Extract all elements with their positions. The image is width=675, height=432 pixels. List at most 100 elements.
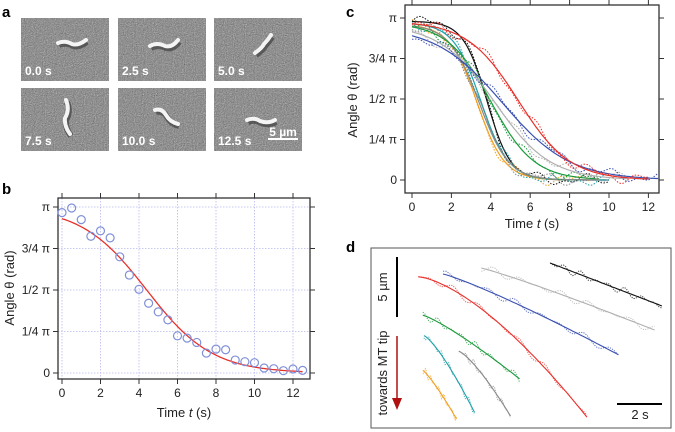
data-point [67, 203, 77, 213]
data-trace-cyan [411, 22, 610, 186]
frame-time-label: 7.5 s [25, 134, 52, 148]
panel-b-chart: 0 2 4 6 8 10 12 0 1/4 π 1/2 π 3/4 π π Angle θ (rad)… [2, 193, 315, 420]
data-point [211, 344, 221, 354]
microtubule [62, 98, 72, 136]
frame-time-label: 0.0 s [25, 64, 52, 78]
trace-fit-gray [458, 350, 511, 417]
trace-fit-lightgray [481, 267, 655, 331]
panel-d-kymograph-traces: 5 µm towards MT tip 2 s [370, 247, 672, 429]
image-frame: 0.0 s [21, 18, 109, 81]
time-scale-label: 2 s [631, 407, 649, 422]
data-point [182, 333, 192, 343]
plot-frame [404, 4, 660, 194]
y-tick-label: π [389, 11, 397, 25]
data-trace-lightgray [411, 30, 629, 182]
x-tick-label: 12 [286, 386, 300, 400]
grid [58, 198, 310, 379]
ticks: 0 2 4 6 8 10 12 0 1/4 π 1/2 π 3/4 π π [22, 193, 315, 400]
y-tick-label: 1/2 π [369, 92, 397, 106]
x-tick-label: 8 [213, 386, 220, 400]
image-frame: 10.0 s [118, 88, 206, 151]
x-axis-title: Time t (s) [505, 216, 559, 231]
panel-label-b: b [2, 181, 11, 198]
panel-label-c: c [346, 4, 354, 21]
frame-time-label: 2.5 s [122, 64, 149, 78]
x-tick-label: 6 [527, 200, 534, 214]
fit-line-blue [411, 35, 659, 180]
data-point [221, 345, 231, 355]
data-point [76, 215, 86, 225]
x-tick-label: 0 [409, 200, 416, 214]
x-tick-label: 0 [59, 386, 66, 400]
y-tick-label: 3/4 π [22, 242, 50, 256]
x-axis-title-var: t [189, 405, 194, 420]
y-tick-label: π [42, 200, 50, 214]
data-point [172, 331, 183, 341]
y-axis-title: Angle θ (rad) [2, 250, 17, 325]
data-trace-blue [411, 38, 659, 182]
data-point [288, 364, 298, 374]
panel-c-chart: 0 2 4 6 8 10 12 0 1/4 π 1/2 π 3/4 π π Angle θ (rad)… [345, 0, 664, 231]
trace-fit-black [549, 262, 663, 307]
x-axis-title: Time t (s) [157, 405, 211, 420]
data-point [278, 366, 288, 376]
y-tick-label: 3/4 π [369, 52, 397, 66]
data-point [115, 252, 125, 262]
panel-a-frames: 0.0 s 2.5 s 5.0 s 7.5 s 10.0 s 12.5 s 5 µm [21, 18, 302, 151]
trace-fit-cyan [423, 335, 475, 413]
data-point [86, 231, 96, 241]
image-frame: 5.0 s [214, 18, 302, 81]
x-axis-title-post: (s) [540, 216, 559, 231]
trace-data-orange [422, 367, 457, 421]
x-tick-label: 2 [448, 200, 455, 214]
trace-data-black [549, 262, 663, 309]
y-tick-label: 1/2 π [22, 283, 50, 297]
panel-label-a: a [2, 4, 11, 21]
y-tick-label: 0 [390, 173, 397, 187]
direction-label: towards MT tip [375, 330, 390, 415]
x-tick-label: 2 [97, 386, 104, 400]
frame-noise [118, 88, 206, 151]
data-point [134, 284, 144, 294]
data-point [259, 363, 269, 373]
direction-arrow-icon [392, 336, 402, 410]
microtubule [56, 38, 88, 47]
data-point [57, 208, 67, 218]
trace-data-blue [442, 270, 619, 356]
microtubule [253, 33, 273, 55]
frame-time-label: 5.0 s [218, 64, 245, 78]
data-point [105, 233, 115, 243]
data-point [163, 315, 173, 325]
y-tick-label: 0 [43, 366, 50, 380]
x-tick-label: 10 [602, 200, 616, 214]
data-trace-black [411, 15, 610, 186]
plot-frame [57, 197, 311, 380]
trace-data-cyan [423, 336, 475, 414]
image-frame: 12.5 s [214, 88, 302, 151]
data-trace-gray [411, 23, 600, 186]
trace-fit-red [418, 276, 588, 418]
x-tick-label: 6 [174, 386, 181, 400]
trace-data-gray [458, 350, 511, 418]
image-frame: 2.5 s [118, 18, 206, 81]
data-trace-green [411, 23, 600, 181]
trace-fit-orange [422, 369, 457, 420]
data-trace-red [411, 21, 649, 185]
trace-fit-green [422, 314, 520, 380]
x-axis-title-pre: Time [505, 216, 537, 231]
panel-frame [370, 247, 672, 429]
data-point [192, 337, 202, 348]
data-trace-orange [411, 19, 590, 186]
image-scale-label: 5 µm [269, 125, 297, 139]
microtubule [153, 107, 180, 126]
fit-line-black [411, 20, 609, 181]
microtubule [245, 116, 277, 125]
data-point [249, 358, 260, 368]
data-point [230, 355, 240, 365]
x-axis-title-post: (s) [192, 405, 211, 420]
data-point [95, 226, 106, 236]
y-tick-label: 1/4 π [22, 325, 50, 339]
fit-line-orange [411, 25, 590, 181]
fit-curve [61, 217, 303, 373]
trace-fit-blue [442, 273, 619, 356]
